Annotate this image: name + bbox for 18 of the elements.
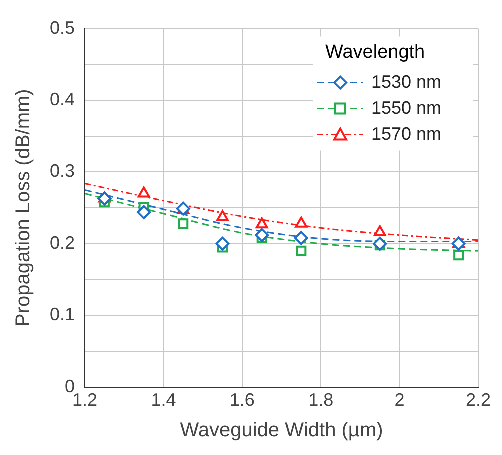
y-tick-label: 0.3 xyxy=(50,161,76,182)
x-tick-label: 1.2 xyxy=(72,390,98,410)
x-tick-label: 1.6 xyxy=(230,390,255,410)
y-tick-label: 0 xyxy=(65,376,76,396)
legend-label: 1530 nm xyxy=(371,72,442,92)
x-tick-label: 1.4 xyxy=(151,390,176,410)
legend-label: 1570 nm xyxy=(371,124,442,144)
x-tick-label: 2 xyxy=(394,390,405,410)
legend-title: Wavelength xyxy=(325,42,426,64)
y-tick-label: 0.4 xyxy=(50,89,76,110)
x-tick-label: 2.2 xyxy=(466,390,492,410)
y-tick-label: 0.1 xyxy=(50,304,76,325)
y-tick-label: 0.2 xyxy=(50,232,76,253)
legend-label: 1550 nm xyxy=(371,98,442,118)
x-tick-label: 1.8 xyxy=(308,390,334,410)
y-axis-title: Propagation Loss (dB/mm) xyxy=(12,89,35,328)
x-axis-title: Waveguide Width (µm) xyxy=(180,420,384,442)
y-tick-label: 0.5 xyxy=(50,18,76,38)
